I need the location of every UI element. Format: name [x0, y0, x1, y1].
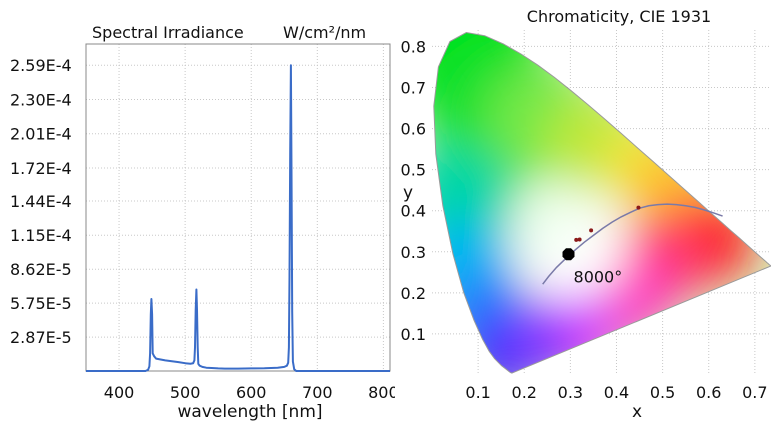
right-x-tick-label: 0.6: [696, 383, 721, 402]
left-chart-title-unit: W/cm²/nm: [283, 23, 366, 42]
spectrum-line: [86, 64, 390, 372]
reference-point: [636, 205, 641, 210]
right-chart-title: Chromaticity, CIE 1931: [527, 7, 711, 26]
left-y-tick-label: 1.15E-4: [10, 226, 72, 245]
cie-gamut-horseshoe: [433, 31, 771, 374]
right-x-tick-label: 0.4: [604, 383, 629, 402]
reference-point: [589, 228, 594, 233]
chromaticity-chart: 0.1 0.2 0.3 0.4 0.5 0.6 0.7 0.1 0.2 0.3 0.4 0.5 0.6 0…: [401, 7, 771, 422]
left-x-tick-label: 400: [104, 383, 135, 402]
right-y-tick-label: 0.1: [401, 325, 426, 344]
left-y-tick-label: 1.44E-4: [10, 192, 72, 211]
left-x-tick-label: 500: [170, 383, 201, 402]
spectral-irradiance-chart: 400 500 600 700 800 2.87E-5 5.75E-5 8.62E-5 1.15…: [10, 23, 395, 422]
left-gridlines: [86, 44, 390, 371]
gamut-fill: [433, 32, 771, 373]
right-x-tick-label: 0.1: [465, 383, 490, 402]
right-x-tick-label: 0.3: [558, 383, 583, 402]
left-y-tick-label: 8.62E-5: [10, 260, 72, 279]
left-x-tick-label: 800: [368, 383, 395, 402]
right-y-tick-label: 0.7: [401, 79, 426, 98]
right-y-axis-label: y: [403, 183, 413, 203]
right-plot-marks: [542, 203, 723, 285]
reference-point: [574, 237, 579, 242]
cct-label: 8000°: [574, 267, 623, 286]
left-y-tick-label: 1.72E-4: [10, 159, 72, 178]
right-y-tick-label: 0.6: [401, 120, 426, 139]
right-y-tick-label: 0.2: [401, 284, 426, 303]
left-plot-marks: [86, 64, 390, 372]
left-y-tick-label: 2.87E-5: [10, 328, 72, 347]
reference-point: [577, 237, 582, 242]
right-y-tick-label: 0.3: [401, 243, 426, 262]
right-y-tick-label: 0.8: [401, 37, 426, 56]
left-y-tick-label: 5.75E-5: [10, 294, 72, 313]
right-x-axis-label: x: [632, 402, 642, 422]
measured-point: [562, 248, 575, 261]
right-tick-labels: 0.1 0.2 0.3 0.4 0.5 0.6 0.7 0.1 0.2 0.3 0.4 0.5 0.6 0…: [401, 37, 768, 402]
right-x-tick-label: 0.7: [742, 383, 767, 402]
left-y-tick-label: 2.01E-4: [10, 125, 72, 144]
left-x-axis-label: wavelength [nm]: [177, 402, 322, 422]
right-y-tick-label: 0.4: [401, 202, 426, 221]
left-x-tick-label: 600: [236, 383, 267, 402]
right-x-tick-label: 0.5: [650, 383, 675, 402]
right-y-tick-label: 0.5: [401, 161, 426, 180]
left-x-tick-label: 700: [302, 383, 333, 402]
left-chart-title: Spectral Irradiance: [92, 23, 244, 42]
left-y-tick-label: 2.59E-4: [10, 56, 72, 75]
left-plot-frame: [85, 43, 391, 372]
right-x-tick-label: 0.2: [512, 383, 537, 402]
spectral-locus-outline: [433, 31, 771, 374]
left-y-tick-label: 2.30E-4: [10, 90, 72, 109]
left-tick-labels: 400 500 600 700 800 2.87E-5 5.75E-5 8.62E-5 1.15…: [10, 56, 395, 402]
